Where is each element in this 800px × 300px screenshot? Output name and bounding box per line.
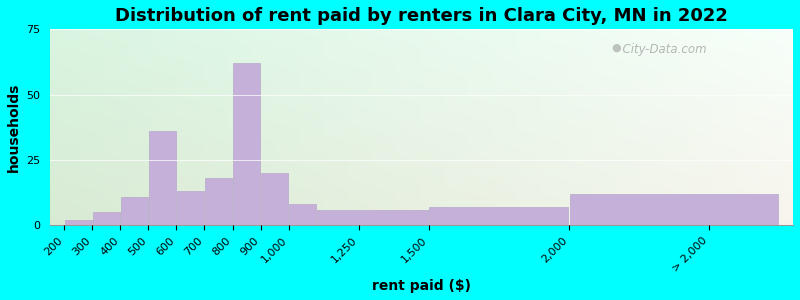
Bar xyxy=(65,220,92,225)
Bar xyxy=(261,173,289,225)
Text: ●: ● xyxy=(611,43,621,53)
Bar xyxy=(149,131,176,225)
Bar xyxy=(430,207,568,225)
Text: City-Data.com: City-Data.com xyxy=(615,43,706,56)
Bar xyxy=(93,212,120,225)
Bar xyxy=(205,178,232,225)
Bar xyxy=(233,63,261,225)
Bar xyxy=(289,204,317,225)
Bar xyxy=(317,210,428,225)
Title: Distribution of rent paid by renters in Clara City, MN in 2022: Distribution of rent paid by renters in … xyxy=(115,7,728,25)
Bar xyxy=(121,196,148,225)
X-axis label: rent paid ($): rent paid ($) xyxy=(372,279,471,293)
Bar xyxy=(177,191,204,225)
Bar xyxy=(570,194,778,225)
Y-axis label: households: households xyxy=(7,82,21,172)
